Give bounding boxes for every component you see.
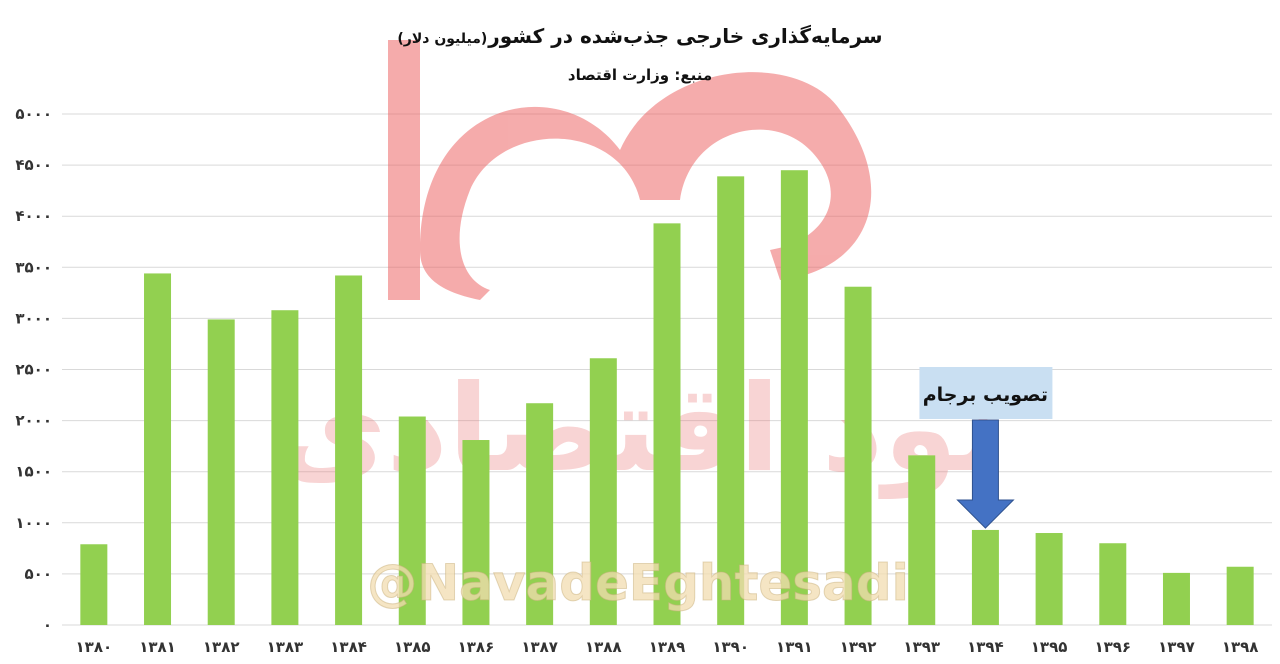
x-tick-label: ۱۳۹۴	[967, 638, 1004, 656]
bar	[780, 170, 808, 625]
x-tick-label: ۱۳۸۸	[585, 638, 622, 656]
chart-subtitle: منبع: وزارت اقتصاد	[568, 66, 712, 84]
bar	[1099, 543, 1127, 625]
annotation: تصویب برجام	[919, 367, 1053, 529]
x-tick-label: ۱۳۹۸	[1222, 638, 1259, 656]
bar	[398, 416, 426, 625]
x-tick-label: ۱۳۸۲	[203, 638, 240, 656]
x-tick-label: ۱۳۸۳	[267, 638, 304, 656]
x-tick-label: ۱۳۹۲	[840, 638, 877, 656]
chart-title-unit: (میلیون دلار)	[397, 31, 487, 47]
bar	[589, 358, 617, 625]
y-tick-label: ۱۰۰۰	[15, 514, 52, 532]
watermark-logo-shape	[388, 40, 420, 300]
y-axis: ۰ ۵۰۰ ۱۰۰۰ ۱۵۰۰ ۲۰۰۰ ۲۵۰۰ ۳۰۰۰ ۳۵۰۰ ۴۰۰۰ ۴۵۰۰ ۵۰۰۰	[15, 105, 52, 634]
x-tick-label: ۱۳۹۷	[1158, 638, 1195, 656]
watermark-logo: نود اقتصادی	[276, 40, 1004, 499]
x-tick-label: ۱۳۹۶	[1094, 638, 1131, 656]
bar	[908, 455, 936, 625]
y-tick-label: ۵۰۰۰	[15, 105, 52, 123]
watermark-logo-arc	[420, 72, 872, 300]
x-tick-label: ۱۳۸۹	[649, 638, 686, 656]
annotation-arrow	[956, 419, 1015, 529]
chart-title-main: سرمایه‌گذاری خارجی جذب‌شده در کشور	[487, 24, 882, 48]
bar	[1226, 566, 1254, 625]
x-tick-label: ۱۳۸۰	[76, 638, 113, 656]
y-tick-label: ۲۰۰۰	[15, 412, 52, 430]
y-tick-label: ۲۵۰۰	[15, 361, 52, 379]
bar	[526, 403, 554, 625]
bar	[653, 223, 681, 625]
y-tick-label: ۳۰۰۰	[15, 309, 52, 327]
bar	[844, 286, 872, 625]
x-tick-label: ۱۳۹۳	[903, 638, 940, 656]
bar	[80, 544, 108, 625]
x-tick-label: ۱۳۸۷	[521, 638, 558, 656]
x-axis: ۱۳۸۰ ۱۳۸۱ ۱۳۸۲ ۱۳۸۳ ۱۳۸۴ ۱۳۸۵ ۱۳۸۶ ۱۳۸۷ ۱۳۸۸ ۱۳۸۹…	[76, 638, 1259, 656]
x-tick-label: ۱۳۹۵	[1031, 638, 1068, 656]
y-tick-label: ۵۰۰	[25, 565, 52, 583]
bar	[207, 319, 235, 625]
x-tick-label: ۱۳۹۱	[776, 638, 813, 656]
bar	[1035, 533, 1063, 625]
annotation-box	[919, 367, 1053, 419]
x-tick-label: ۱۳۹۰	[712, 638, 749, 656]
y-tick-label: ۴۵۰۰	[15, 156, 52, 174]
bar	[1162, 572, 1190, 625]
bar	[971, 529, 999, 625]
y-tick-label: ۳۵۰۰	[15, 258, 52, 276]
watermark-brand-text: نود اقتصادی	[276, 360, 1003, 499]
x-tick-label: ۱۳۸۵	[394, 638, 431, 656]
x-tick-label: ۱۳۸۱	[139, 638, 176, 656]
watermark-handle: @NavadeEghtesadi	[367, 554, 908, 612]
x-tick-label: ۱۳۸۶	[458, 638, 495, 656]
bar	[271, 310, 299, 625]
chart-title: سرمایه‌گذاری خارجی جذب‌شده در کشور (میلی…	[397, 24, 882, 48]
bar	[462, 440, 490, 625]
bar	[144, 273, 172, 625]
bar	[335, 275, 363, 625]
annotation-label: تصویب برجام	[923, 384, 1048, 406]
bars	[80, 170, 1254, 626]
bar	[717, 176, 745, 626]
y-tick-label: ۱۵۰۰	[15, 463, 52, 481]
y-tick-label: ۴۰۰۰	[15, 207, 52, 225]
x-tick-label: ۱۳۸۴	[330, 638, 367, 656]
y-tick-label: ۰	[43, 616, 52, 634]
